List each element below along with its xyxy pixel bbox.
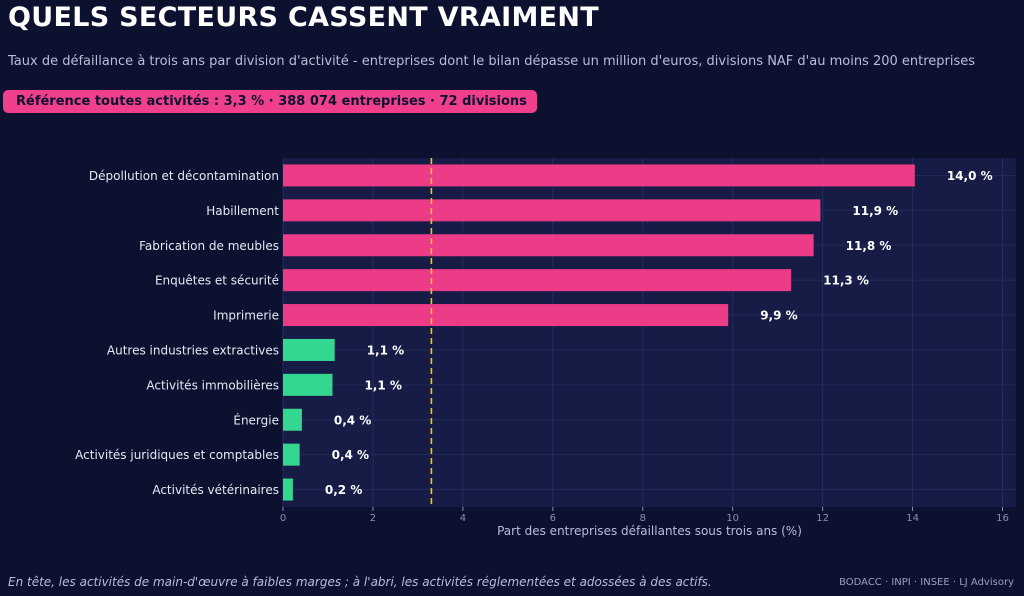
bar xyxy=(283,164,915,187)
category-label: Habillement xyxy=(206,204,279,218)
bar xyxy=(283,269,792,292)
bar xyxy=(283,234,814,257)
bar xyxy=(283,443,300,466)
category-label: Fabrication de meubles xyxy=(139,239,279,253)
x-tick-label: 16 xyxy=(996,513,1009,524)
category-label: Énergie xyxy=(233,412,279,427)
data-label: 11,3 % xyxy=(823,274,869,288)
category-label: Activités juridiques et comptables xyxy=(75,448,279,462)
data-label: 14,0 % xyxy=(947,169,993,183)
data-label: 0,4 % xyxy=(334,413,371,427)
category-label: Activités vétérinaires xyxy=(152,483,279,497)
bar xyxy=(283,408,302,431)
category-label: Imprimerie xyxy=(213,309,279,323)
category-label: Enquêtes et sécurité xyxy=(155,274,279,288)
x-tick-label: 14 xyxy=(906,513,919,524)
reference-badge: Référence toutes activités : 3,3 % · 388… xyxy=(3,90,537,113)
data-label: 11,9 % xyxy=(852,204,898,218)
category-label: Activités immobilières xyxy=(146,378,279,392)
data-label: 1,1 % xyxy=(367,343,404,357)
footnote: En tête, les activités de main-d'œuvre à… xyxy=(8,575,712,589)
data-label: 9,9 % xyxy=(760,309,797,323)
bar xyxy=(283,373,333,396)
x-tick-label: 12 xyxy=(816,513,829,524)
x-tick-label: 2 xyxy=(370,513,376,524)
data-label: 0,4 % xyxy=(332,448,369,462)
x-tick-label: 10 xyxy=(726,513,739,524)
x-axis-label: Part des entreprises défaillantes sous t… xyxy=(497,524,802,538)
bar xyxy=(283,199,821,222)
chart-title: QUELS SECTEURS CASSENT VRAIMENT xyxy=(8,2,599,33)
chart-subtitle: Taux de défaillance à trois ans par divi… xyxy=(8,54,976,69)
bar xyxy=(283,338,335,361)
category-label: Autres industries extractives xyxy=(107,343,279,357)
bar xyxy=(283,478,293,501)
category-label: Dépollution et décontamination xyxy=(89,169,279,183)
x-tick-label: 4 xyxy=(460,513,466,524)
data-label: 0,2 % xyxy=(325,483,362,497)
data-label: 11,8 % xyxy=(846,239,892,253)
x-tick-label: 8 xyxy=(640,513,646,524)
x-tick-label: 0 xyxy=(280,513,286,524)
data-label: 1,1 % xyxy=(364,378,401,392)
source-credit: BODACC · INPI · INSEE · LJ Advisory xyxy=(839,577,1014,588)
x-tick-label: 6 xyxy=(550,513,556,524)
bar xyxy=(283,304,729,327)
